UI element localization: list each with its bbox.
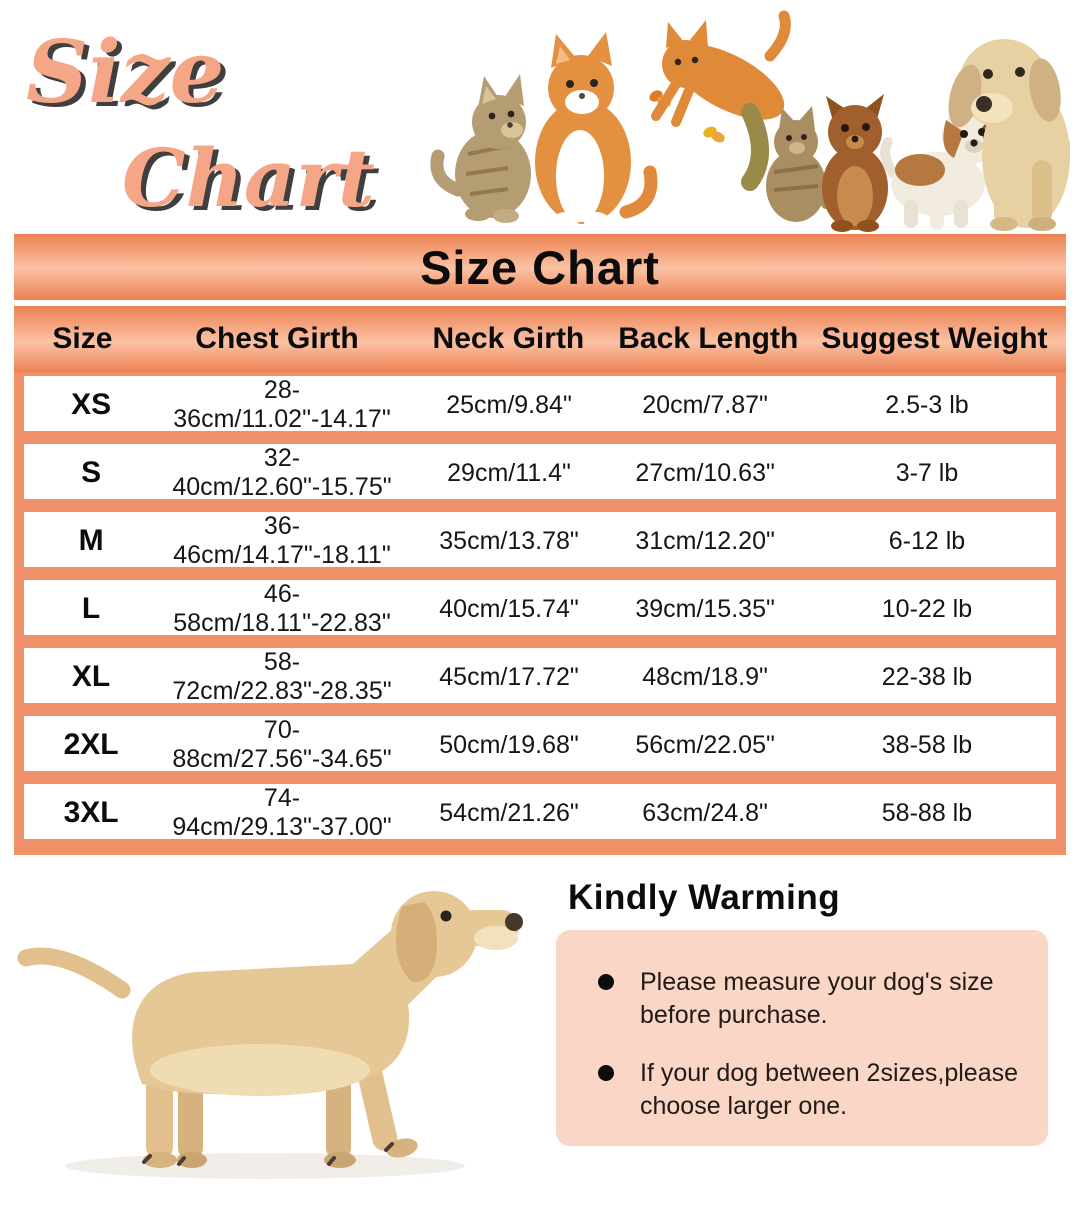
warming-note-box: Please measure your dog's size before pu… — [556, 930, 1048, 1146]
value-cell: 74-94cm/29.13"-37.00" — [172, 784, 392, 841]
value-cell: 32-40cm/12.60"-15.75" — [172, 444, 392, 501]
kitten-left-icon — [430, 74, 531, 223]
size-table: Size Chest Girth Neck Girth Back Length Sugg… — [14, 306, 1066, 855]
labrador-illustration — [17, 891, 523, 1179]
column-header: Size — [52, 322, 113, 355]
size-cell: 3XL — [63, 796, 119, 829]
value-cell: 45cm/17.72" — [439, 662, 579, 691]
dog-eye — [440, 910, 452, 922]
size-cell: M — [78, 524, 104, 557]
orange-cat-icon — [535, 32, 658, 228]
size-cell: 2XL — [63, 728, 119, 761]
dog-nose — [505, 913, 523, 931]
column-header: Suggest Weight — [821, 322, 1048, 355]
warming-bullet-text: If your dog between 2sizes,please choose… — [640, 1059, 1019, 1120]
decorative-title-line2: Chart — [122, 131, 375, 225]
butterfly-icon — [703, 126, 725, 143]
table-row: S 32-40cm/12.60"-15.75" 29cm/11.4" 27cm/10.… — [24, 444, 1056, 501]
value-cell: 54cm/21.26" — [439, 798, 579, 827]
value-cell: 27cm/10.63" — [635, 458, 775, 487]
dog-ear — [395, 902, 437, 983]
value-cell: 29cm/11.4" — [447, 458, 571, 487]
table-body: XS 28-36cm/11.02"-14.17" 25cm/9.84" 20cm/7.… — [14, 372, 1066, 841]
warming-bullet: Please measure your dog's size before pu… — [598, 966, 1018, 1031]
size-cell: L — [81, 592, 101, 625]
lab-puppy-icon — [948, 39, 1070, 231]
bullet-icon — [598, 974, 614, 990]
table-row: 3XL 74-94cm/29.13"-37.00" 54cm/21.26" 63cm/… — [24, 784, 1056, 841]
value-cell: 31cm/12.20" — [635, 526, 775, 555]
table-title-banner: Size Chart — [14, 234, 1066, 300]
spotted-puppy-icon — [880, 108, 998, 230]
table-row: M 36-46cm/14.17"-18.11" 35cm/13.78" 31cm/12… — [24, 512, 1056, 569]
warming-bullet: If your dog between 2sizes,please choose… — [598, 1057, 1018, 1122]
value-cell: 25cm/9.84" — [446, 390, 572, 419]
size-cell: XS — [71, 388, 112, 421]
value-cell: 35cm/13.78" — [439, 526, 579, 555]
size-cell: S — [81, 456, 102, 489]
table-header-row: Size Chest Girth Neck Girth Back Length Sugg… — [14, 306, 1066, 372]
value-cell: 3-7 lb — [895, 458, 959, 487]
chihuahua-icon — [822, 94, 888, 232]
value-cell: 39cm/15.35" — [635, 594, 775, 623]
value-cell: 38-58 lb — [881, 730, 973, 759]
hero-pets-illustration — [430, 10, 1070, 232]
value-cell: 58-72cm/22.83"-28.35" — [172, 648, 392, 705]
column-header: Chest Girth — [195, 322, 359, 355]
warming-heading: Kindly Warming — [568, 878, 841, 917]
value-cell: 50cm/19.68" — [439, 730, 579, 759]
value-cell: 36-46cm/14.17"-18.11" — [173, 512, 391, 569]
table-row: 2XL 70-88cm/27.56"-34.65" 50cm/19.68" 56cm/… — [24, 716, 1056, 773]
value-cell: 46-58cm/18.11"-22.83" — [173, 580, 391, 637]
value-cell: 58-88 lb — [881, 798, 973, 827]
decorative-title: Size Chart — [26, 22, 386, 225]
table-row: XS 28-36cm/11.02"-14.17" 25cm/9.84" 20cm/7.… — [24, 376, 1056, 433]
value-cell: 70-88cm/27.56"-34.65" — [172, 716, 392, 773]
value-cell: 40cm/15.74" — [439, 594, 579, 623]
value-cell: 10-22 lb — [881, 594, 973, 623]
value-cell: 20cm/7.87" — [642, 390, 768, 419]
value-cell: 56cm/22.05" — [635, 730, 775, 759]
bullet-icon — [598, 1065, 614, 1081]
value-cell: 6-12 lb — [888, 526, 966, 555]
decorative-title-line1: Size — [26, 22, 225, 123]
value-cell: 48cm/18.9" — [642, 662, 768, 691]
table-title: Size Chart — [420, 240, 660, 294]
size-cell: XL — [71, 660, 111, 693]
value-cell: 63cm/24.8" — [642, 798, 768, 827]
column-header: Back Length — [618, 322, 799, 355]
column-header: Neck Girth — [432, 322, 585, 355]
warming-bullet-text: Please measure your dog's size before pu… — [640, 968, 994, 1029]
leaping-cat-icon — [651, 10, 791, 191]
value-cell: 28-36cm/11.02"-14.17" — [173, 376, 391, 433]
table-row: XL 58-72cm/22.83"-28.35" 45cm/17.72" 48cm/1… — [24, 648, 1056, 705]
value-cell: 22-38 lb — [881, 662, 973, 691]
table-row: L 46-58cm/18.11"-22.83" 40cm/15.74" 39cm/15… — [24, 580, 1056, 637]
value-cell: 2.5-3 lb — [885, 390, 969, 419]
